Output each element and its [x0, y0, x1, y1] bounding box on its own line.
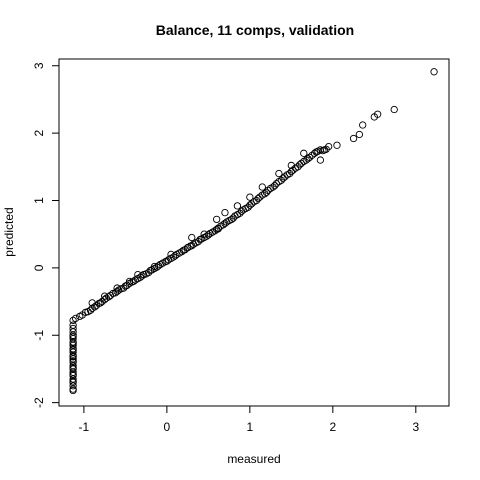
plot-frame	[58, 58, 450, 407]
data-point	[305, 153, 314, 162]
data-point	[281, 173, 289, 181]
x-tick-label: 0	[164, 420, 171, 434]
data-point	[69, 382, 77, 390]
data-point	[287, 161, 295, 170]
data-point	[123, 281, 131, 290]
data-point	[214, 225, 222, 233]
data-point	[322, 145, 330, 153]
data-points	[69, 68, 438, 395]
data-point	[188, 233, 196, 242]
data-point	[275, 169, 283, 178]
data-point	[69, 377, 77, 385]
data-point	[213, 215, 221, 224]
y-tick-label: 1	[32, 197, 46, 204]
data-point	[246, 193, 254, 201]
data-point	[325, 142, 333, 151]
data-point	[69, 386, 77, 395]
data-point	[181, 246, 189, 254]
y-tick-label: 2	[32, 129, 46, 136]
y-tick-label: 0	[32, 264, 46, 271]
y-axis: -2 -1 0 1 2 3	[32, 62, 59, 408]
data-point	[316, 156, 325, 164]
data-point	[69, 339, 77, 347]
y-tick-label: -2	[32, 397, 46, 408]
data-point	[258, 183, 266, 191]
data-point	[113, 284, 121, 292]
chart-title: Balance, 11 comps, validation	[156, 22, 354, 38]
data-point	[359, 121, 367, 129]
data-point	[300, 149, 308, 157]
data-point	[297, 159, 305, 168]
data-point	[183, 244, 192, 252]
data-point	[233, 202, 242, 210]
x-tick-label: -1	[79, 420, 90, 434]
data-point	[271, 182, 279, 190]
data-point	[69, 316, 77, 325]
data-point	[247, 200, 256, 208]
x-axis-label: measured	[227, 452, 280, 466]
data-point	[69, 353, 77, 361]
data-point	[349, 134, 358, 143]
data-point	[289, 166, 297, 174]
data-point	[262, 188, 271, 197]
data-point	[390, 105, 398, 114]
data-point	[88, 299, 96, 307]
x-tick-label: 2	[329, 420, 336, 434]
y-tick-label: -1	[32, 330, 46, 341]
data-point	[272, 180, 281, 188]
x-axis: -1 0 1 2 3	[79, 406, 419, 434]
data-point	[138, 272, 146, 280]
data-point	[134, 270, 142, 279]
data-point	[333, 141, 341, 149]
data-point	[264, 186, 272, 195]
data-point	[100, 292, 109, 300]
data-point	[167, 250, 175, 259]
data-point	[71, 314, 80, 323]
data-point	[373, 110, 382, 118]
data-point	[430, 68, 438, 76]
data-point	[221, 208, 229, 217]
data-point	[355, 130, 364, 139]
data-point	[125, 277, 134, 285]
data-point	[150, 262, 159, 271]
y-axis-label: predicted	[2, 207, 16, 256]
x-tick-label: 1	[247, 420, 254, 434]
data-point	[256, 193, 264, 201]
data-point	[200, 230, 208, 238]
x-tick-label: 3	[412, 420, 419, 434]
y-tick-label: 3	[32, 62, 46, 69]
